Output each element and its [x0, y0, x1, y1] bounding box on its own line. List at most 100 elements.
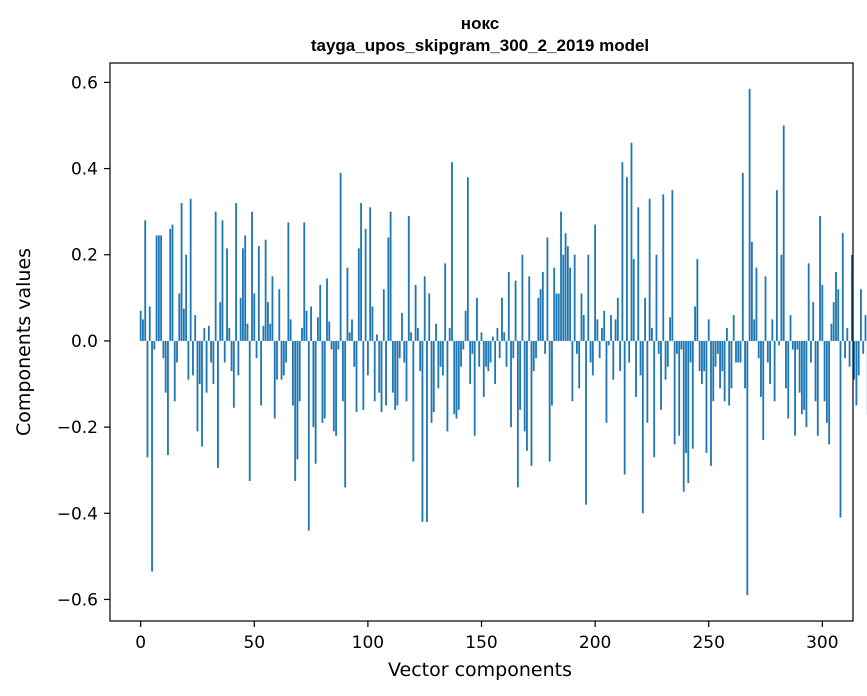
y-tick-label: −0.2 — [57, 418, 98, 438]
bar — [430, 340, 433, 423]
bar — [628, 340, 631, 363]
bar — [678, 340, 681, 436]
bars-group — [139, 88, 867, 596]
bar — [432, 340, 435, 413]
bar — [412, 340, 415, 462]
bar — [487, 340, 490, 372]
bar — [821, 284, 824, 341]
bar — [662, 194, 665, 341]
bar — [703, 340, 706, 372]
bar — [607, 340, 610, 346]
bar — [610, 315, 612, 341]
bar — [535, 340, 537, 359]
bar — [523, 340, 526, 432]
bar — [294, 340, 297, 481]
bar — [167, 340, 169, 456]
bar — [478, 340, 481, 367]
bar — [746, 340, 749, 596]
bar — [691, 340, 694, 449]
bar — [210, 340, 213, 363]
bar — [230, 340, 233, 372]
x-tick-label: 150 — [465, 633, 497, 653]
bar — [566, 246, 569, 341]
x-tick-label: 300 — [806, 633, 838, 653]
bar — [476, 297, 478, 341]
bar — [757, 340, 760, 359]
bar — [712, 340, 715, 402]
bar — [401, 312, 403, 341]
bar — [351, 319, 353, 341]
bar — [548, 340, 551, 462]
bar — [837, 289, 840, 341]
bar — [623, 340, 626, 475]
bar — [694, 306, 696, 341]
bar — [482, 340, 485, 397]
bar — [682, 340, 685, 492]
y-tick-label: 0.6 — [71, 73, 98, 93]
bar — [555, 293, 558, 341]
bar — [769, 340, 771, 385]
bar — [689, 340, 692, 363]
bar — [498, 340, 501, 359]
plot-frame — [109, 62, 854, 622]
bar — [739, 340, 742, 363]
bar — [362, 340, 365, 410]
bar — [571, 340, 574, 402]
bar — [244, 235, 247, 341]
bar — [439, 340, 442, 367]
bar — [155, 235, 158, 341]
bar — [178, 293, 181, 341]
bar — [553, 267, 556, 341]
bar — [437, 340, 440, 389]
bar — [514, 280, 517, 341]
bar — [469, 340, 472, 385]
bar — [832, 302, 835, 341]
bar — [187, 340, 190, 380]
bar — [267, 302, 269, 341]
bar — [446, 340, 449, 432]
bar — [391, 340, 394, 393]
bar — [285, 340, 287, 363]
bar — [591, 340, 594, 376]
bar — [221, 220, 224, 341]
chart-title: нокс — [461, 14, 499, 33]
bar — [537, 297, 540, 341]
bar — [203, 328, 206, 341]
bar — [750, 241, 753, 341]
bar — [451, 162, 453, 341]
bar — [332, 340, 335, 432]
bar — [194, 315, 197, 341]
x-tick-label: 0 — [135, 633, 146, 653]
bar — [219, 302, 222, 341]
x-tick-label: 100 — [352, 633, 384, 653]
bar — [657, 340, 660, 354]
bar — [698, 340, 701, 372]
bar — [721, 340, 724, 372]
bar — [730, 340, 733, 389]
bar — [330, 340, 333, 350]
bar — [655, 254, 658, 341]
bar — [519, 340, 522, 410]
bar — [242, 248, 244, 341]
bar — [419, 340, 422, 372]
bar — [666, 340, 669, 367]
bar — [353, 340, 356, 367]
bar — [828, 340, 831, 445]
bar — [646, 340, 649, 423]
bar — [560, 211, 562, 341]
bar — [410, 332, 412, 341]
bar — [257, 246, 260, 341]
bar — [480, 332, 483, 341]
bar — [164, 340, 167, 393]
bar — [307, 340, 310, 531]
bar — [464, 310, 467, 341]
bar — [778, 340, 781, 346]
bar — [414, 284, 417, 341]
bar — [644, 297, 647, 341]
bar — [246, 323, 249, 341]
bar — [528, 276, 531, 341]
bar — [626, 177, 628, 341]
bar — [755, 267, 758, 341]
bar — [462, 340, 465, 350]
bar — [369, 207, 372, 341]
